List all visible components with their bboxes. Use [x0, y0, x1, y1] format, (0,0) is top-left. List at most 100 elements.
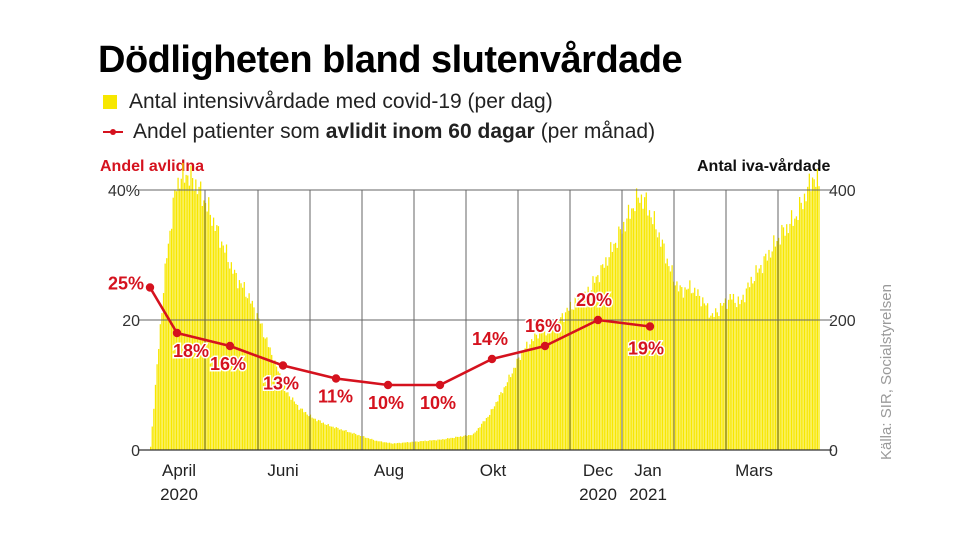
iva-bar — [789, 223, 791, 450]
iva-bar — [522, 351, 525, 450]
iva-bar — [686, 289, 688, 450]
iva-bar — [498, 394, 500, 450]
iva-bar — [556, 318, 559, 450]
iva-bar — [363, 436, 365, 450]
iva-bar — [642, 208, 644, 450]
iva-bar — [784, 235, 786, 450]
iva-bar — [397, 442, 399, 450]
iva-bar — [710, 315, 712, 450]
iva-bar — [614, 242, 617, 450]
iva-bar — [787, 233, 789, 450]
mortality-data-label: 10% — [368, 393, 404, 413]
iva-bar — [304, 411, 307, 450]
iva-bar — [232, 273, 234, 450]
iva-bar — [414, 441, 417, 450]
iva-bar — [272, 363, 274, 450]
iva-bar — [794, 218, 796, 450]
iva-bar — [224, 252, 226, 450]
iva-bar — [393, 443, 396, 450]
iva-bar — [162, 293, 165, 450]
iva-bar — [185, 174, 187, 450]
iva-bar — [734, 302, 736, 450]
iva-bar — [461, 436, 463, 450]
right-tick-label: 200 — [829, 313, 856, 330]
iva-bar — [322, 422, 325, 450]
iva-bar — [358, 434, 360, 450]
iva-bar — [487, 416, 489, 450]
iva-bar — [778, 237, 780, 450]
iva-bar — [409, 442, 412, 450]
iva-bar — [818, 186, 820, 450]
iva-bar — [505, 386, 507, 450]
iva-bar — [529, 344, 531, 450]
iva-bar — [288, 396, 291, 450]
iva-bar — [217, 226, 220, 450]
iva-bar — [424, 440, 426, 450]
iva-bar — [640, 194, 643, 450]
iva-bar — [359, 436, 362, 450]
x-tick-label: April — [162, 461, 196, 480]
iva-bar — [616, 247, 618, 450]
iva-bar — [212, 217, 215, 450]
iva-bar — [267, 347, 270, 450]
iva-bar — [248, 293, 250, 450]
iva-bar — [180, 178, 182, 450]
iva-bar — [750, 276, 752, 450]
iva-bar — [761, 273, 764, 450]
iva-bar — [219, 247, 221, 450]
iva-bar — [760, 265, 762, 450]
iva-bar — [684, 287, 686, 450]
iva-bar — [376, 440, 378, 450]
iva-bar — [468, 435, 470, 450]
iva-bar — [524, 348, 526, 450]
legend-line-label-start: Andel patienter som — [133, 120, 320, 143]
iva-bar — [161, 313, 163, 450]
iva-bar — [774, 246, 777, 450]
iva-bar — [356, 435, 358, 450]
iva-bar — [253, 307, 255, 450]
iva-bar — [800, 202, 802, 450]
iva-bar — [367, 438, 370, 450]
iva-bar — [608, 257, 610, 450]
iva-bar — [584, 291, 586, 450]
iva-bar — [240, 283, 242, 450]
iva-bar — [348, 432, 350, 450]
x-tick-label: Dec — [583, 461, 614, 480]
legend-line-label-end: (per månad) — [540, 120, 656, 143]
right-tick-label: 400 — [829, 183, 856, 200]
iva-bar — [526, 341, 528, 450]
iva-bar — [259, 323, 262, 450]
iva-bar — [229, 268, 231, 450]
iva-bar — [340, 429, 342, 450]
iva-bar — [506, 382, 509, 450]
iva-bar — [677, 291, 680, 450]
legend-line-swatch — [103, 125, 123, 139]
iva-bar — [713, 316, 715, 450]
iva-bar — [521, 351, 523, 450]
iva-bar — [629, 218, 631, 450]
iva-bar — [411, 441, 413, 450]
iva-bar — [153, 408, 155, 450]
iva-bar — [351, 433, 354, 450]
iva-bar — [624, 231, 626, 450]
iva-bar — [805, 201, 807, 450]
iva-bar — [342, 430, 344, 450]
iva-bar — [471, 435, 473, 450]
iva-bar — [345, 430, 347, 450]
iva-bar — [403, 442, 405, 450]
iva-bar — [656, 237, 659, 450]
iva-bar — [687, 288, 689, 450]
iva-bar — [627, 204, 630, 450]
iva-bar — [314, 418, 316, 450]
iva-bar — [319, 420, 321, 450]
right-axis-title: Antal iva-vårdade — [697, 158, 831, 175]
iva-bar — [271, 354, 273, 450]
iva-bar — [689, 280, 691, 450]
iva-bar — [209, 214, 211, 450]
iva-bar — [203, 200, 205, 450]
iva-bar — [317, 419, 320, 450]
iva-bar — [602, 264, 604, 450]
iva-bar — [408, 442, 410, 450]
iva-bar — [807, 186, 809, 450]
